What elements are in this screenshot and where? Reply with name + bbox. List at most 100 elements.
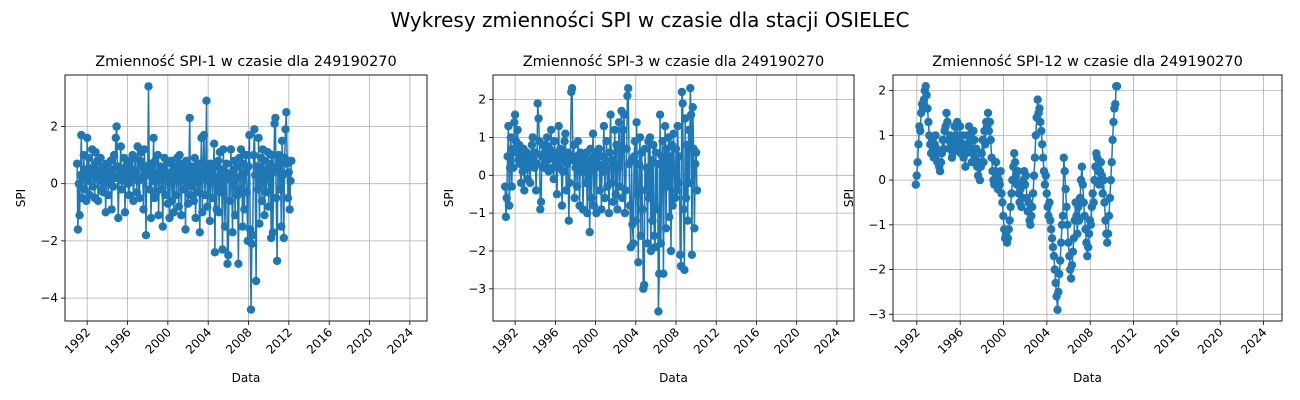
data-point [208,193,217,203]
data-point [601,156,610,165]
data-point [262,188,271,197]
data-point [564,216,573,225]
data-point [558,167,568,176]
data-point [264,202,273,211]
data-point [961,162,970,171]
data-point [1046,216,1055,225]
data-point [642,163,651,172]
data-point [241,150,251,160]
y-tick-label: 1 [878,128,886,142]
data-point [585,227,594,237]
data-point [214,208,224,217]
data-point [631,216,640,225]
data-point [183,176,192,185]
data-point [145,185,154,194]
data-point [595,186,604,195]
x-tick-label: 2020 [771,325,802,356]
data-point [528,133,537,142]
data-point [686,110,696,119]
data-point [271,113,280,123]
data-point [107,205,116,214]
chart-title: Zmienność SPI-3 w czasie dla 249190270 [523,54,825,70]
data-point [1010,158,1020,167]
data-point [556,144,565,153]
data-point [1086,220,1096,229]
data-point [218,245,227,254]
data-point [634,159,644,169]
data-point [682,140,692,150]
data-point [209,139,219,148]
data-point [228,228,237,237]
data-point [1111,99,1120,109]
y-tick-label: 0 [478,168,486,182]
x-tick-label: 2016 [1152,325,1183,356]
data-point [573,137,583,146]
data-point [286,176,295,185]
data-point [936,158,946,167]
x-tick-label: 2008 [651,325,682,356]
data-point [665,212,674,222]
data-point [672,186,681,195]
data-point [510,118,519,127]
data-point [1103,238,1112,247]
data-point [586,144,595,153]
x-tick-label: 1992 [62,325,93,356]
data-point [570,193,579,203]
data-point [219,145,228,154]
data-point [247,239,257,248]
data-point [510,110,520,119]
data-point [1042,189,1051,198]
data-point [984,126,994,136]
data-point [536,205,545,214]
data-point [96,153,105,163]
data-point [1063,220,1072,229]
data-point [547,148,557,157]
data-point [935,167,945,176]
data-point [1047,225,1056,234]
data-point [283,193,293,203]
data-point [589,201,599,210]
data-point [520,186,529,195]
data-point [1017,202,1026,212]
data-point [266,159,275,168]
data-point [663,182,672,191]
data-point [527,140,537,150]
data-point [613,205,622,214]
data-point [255,219,264,228]
data-point [660,159,669,169]
data-point [609,197,618,206]
data-point [1041,171,1051,180]
data-point [1112,82,1122,91]
chart-panel-3: 1992 1996 2000 2004 2008 2012 2016 2020 2024 −3 −2… [842,54,1283,385]
data-point [1077,162,1087,171]
data-point [914,140,923,149]
data-point [1056,256,1065,265]
data-point [526,178,535,188]
y-tick-label: −3 [868,307,886,321]
y-tick-label: −1 [468,206,486,220]
data-point [1006,202,1015,212]
data-point [135,193,144,203]
data-point [632,118,641,127]
data-point [1088,189,1097,198]
data-point [259,173,268,183]
data-point [1054,287,1063,297]
data-point [1037,126,1046,136]
data-point [224,251,233,260]
x-tick-label: 2008 [223,325,254,356]
data-point [629,239,638,248]
data-point [536,197,546,206]
data-point [560,137,569,146]
data-point [633,190,642,199]
data-point [666,246,676,256]
data-point [277,136,287,145]
data-point [501,212,511,222]
x-tick-label: 1992 [891,325,922,356]
data-point [281,125,290,134]
data-point [636,231,645,240]
data-point [681,193,691,203]
data-point [141,231,151,240]
data-point [1058,211,1068,221]
data-point [503,152,512,161]
data-point [195,228,204,237]
